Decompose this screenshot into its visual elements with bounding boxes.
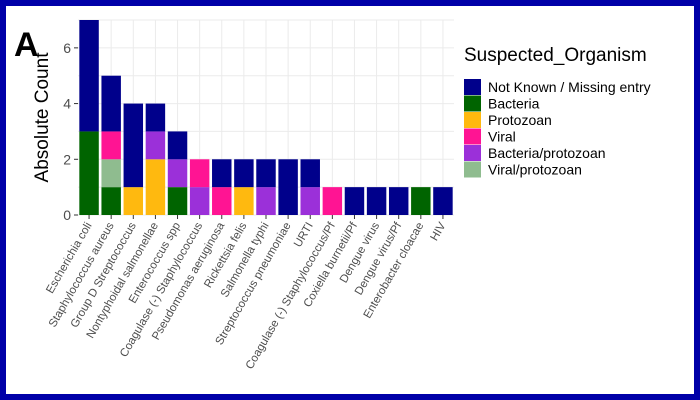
- bar-segment: [256, 159, 276, 188]
- bar-segment: [123, 103, 144, 188]
- bar-segment: [101, 159, 121, 188]
- bar-segment: [344, 187, 365, 215]
- bar-segment: [300, 187, 320, 215]
- bar-segment: [167, 159, 188, 188]
- y-tick-label: 0: [63, 207, 71, 223]
- legend-label: Bacteria: [488, 96, 540, 112]
- legend-label: Not Known / Missing entry: [488, 79, 651, 95]
- bar-segment: [79, 20, 99, 132]
- bar-segment: [234, 159, 254, 188]
- bar-segment: [322, 187, 343, 215]
- bar-segment: [145, 103, 166, 132]
- bar-segment: [101, 75, 121, 132]
- bar-segment: [101, 187, 121, 215]
- legend-swatch: [464, 145, 481, 161]
- bar-segment: [145, 159, 166, 215]
- legend-title: Suspected_Organism: [464, 45, 647, 66]
- bar-segment: [256, 187, 276, 215]
- bar-segment: [189, 187, 210, 215]
- bar-segment: [366, 187, 387, 215]
- legend-label: Viral: [488, 129, 516, 145]
- bar-segment: [167, 187, 188, 215]
- bar-segment: [145, 131, 166, 160]
- legend-swatch: [464, 128, 481, 145]
- y-axis-title: Absolute Count: [32, 52, 53, 183]
- panel-label: A: [14, 26, 39, 64]
- y-tick-label: 6: [63, 40, 71, 56]
- bar-segment: [433, 187, 453, 215]
- legend-label: Bacteria/protozoan: [488, 145, 606, 161]
- bar-segment: [189, 159, 210, 188]
- legend-label: Viral/protozoan: [488, 162, 582, 178]
- y-tick-label: 2: [63, 151, 71, 167]
- x-tick-label: HIV: [429, 220, 449, 243]
- bar-segment: [300, 159, 320, 188]
- legend-swatch: [464, 161, 481, 178]
- bar-segment: [79, 131, 99, 215]
- bar-segment: [212, 159, 232, 188]
- bar-segment: [278, 159, 298, 215]
- bar-segment: [123, 187, 144, 215]
- bar-segment: [167, 131, 188, 160]
- bar-segment: [411, 187, 431, 215]
- bar-segment: [234, 187, 254, 215]
- bar-segment: [101, 131, 121, 160]
- legend-swatch: [464, 112, 481, 128]
- legend-swatch: [464, 79, 481, 95]
- bar-segment: [212, 187, 232, 215]
- figure-frame: A 0 2 4 6 Escherichia coli Staphylococcus aur…: [6, 6, 694, 394]
- legend-label: Protozoan: [488, 112, 552, 128]
- y-tick-label: 4: [63, 96, 71, 112]
- bar-segment: [388, 187, 409, 215]
- legend-swatch: [464, 95, 481, 112]
